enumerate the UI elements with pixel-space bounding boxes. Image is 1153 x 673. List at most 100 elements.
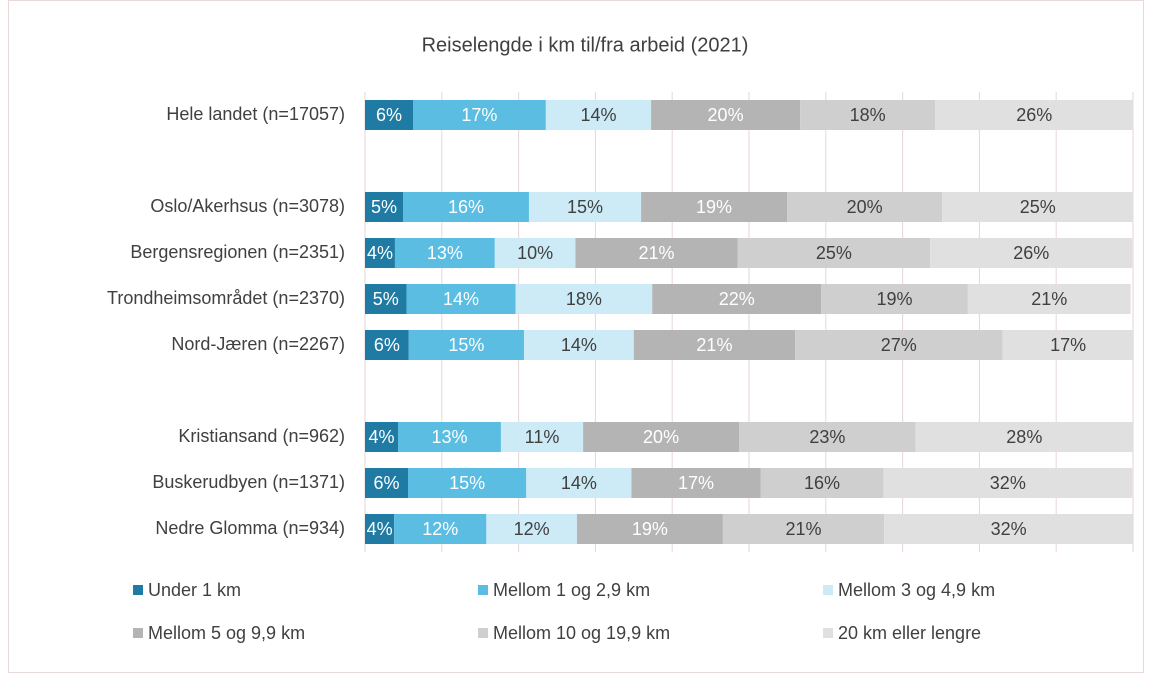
data-label: 4%: [367, 519, 393, 539]
bar-segment: [365, 192, 404, 222]
bar-segment: [365, 284, 407, 314]
y-tick-label: Bergensregionen (n=2351): [130, 242, 345, 262]
data-label: 19%: [632, 519, 668, 539]
legend-swatch: [478, 628, 488, 638]
y-tick-label: Hele landet (n=17057): [166, 104, 345, 124]
data-label: 22%: [719, 289, 755, 309]
data-label: 6%: [373, 473, 399, 493]
data-label: 14%: [580, 105, 616, 125]
legend-swatch: [133, 628, 143, 638]
bar-segment: [406, 284, 516, 314]
data-label: 28%: [1006, 427, 1042, 447]
data-label: 32%: [991, 519, 1027, 539]
data-label: 20%: [847, 197, 883, 217]
bar-segment: [365, 330, 409, 360]
bar-segment: [486, 514, 577, 544]
bar-segment: [365, 238, 395, 268]
data-label: 25%: [1020, 197, 1056, 217]
chart-title: Reiselengde i km til/fra arbeid (2021): [422, 34, 749, 56]
bar-segment: [394, 514, 487, 544]
data-label: 18%: [566, 289, 602, 309]
bar-segment: [523, 330, 634, 360]
bar-segment: [526, 468, 632, 498]
legend-swatch: [823, 585, 833, 595]
bar-segment: [583, 422, 740, 452]
bar-segment: [365, 514, 395, 544]
legend-swatch: [478, 585, 488, 595]
legend-label: Mellom 1 og 2,9 km: [493, 580, 650, 600]
y-tick-label: Oslo/Akerhsus (n=3078): [150, 196, 345, 216]
bar-segment: [365, 422, 399, 452]
bar-segment: [935, 100, 1134, 130]
y-tick-label: Nord-Jæren (n=2267): [171, 334, 345, 354]
bar-segment: [722, 514, 885, 544]
bar-segment: [795, 330, 1003, 360]
data-label: 6%: [376, 105, 402, 125]
data-label: 4%: [369, 427, 395, 447]
bar-segment: [739, 422, 916, 452]
bar-segment: [403, 192, 529, 222]
data-label: 4%: [367, 243, 393, 263]
bar-segment: [528, 192, 642, 222]
data-label: 27%: [881, 335, 917, 355]
data-label: 17%: [1050, 335, 1086, 355]
data-label: 16%: [804, 473, 840, 493]
bar-segment: [787, 192, 943, 222]
y-tick-label: Buskerudbyen (n=1371): [152, 472, 345, 492]
y-tick-label: Nedre Glomma (n=934): [155, 518, 345, 538]
data-label: 15%: [448, 335, 484, 355]
bar-segment: [500, 422, 584, 452]
bar-segment: [413, 100, 546, 130]
data-label: 5%: [373, 289, 399, 309]
data-label: 16%: [448, 197, 484, 217]
bar-segment: [651, 100, 801, 130]
data-label: 14%: [561, 335, 597, 355]
data-label: 21%: [638, 243, 674, 263]
legend-swatch: [823, 628, 833, 638]
data-label: 21%: [786, 519, 822, 539]
data-label: 13%: [427, 243, 463, 263]
bar-segment: [967, 284, 1131, 314]
data-label: 6%: [374, 335, 400, 355]
bar-segment: [365, 468, 409, 498]
y-tick-label: Trondheimsområdet (n=2370): [107, 288, 345, 308]
data-label: 15%: [449, 473, 485, 493]
data-label: 25%: [816, 243, 852, 263]
bar-segment: [800, 100, 936, 130]
bar-segment: [631, 468, 761, 498]
bar-segment: [760, 468, 884, 498]
data-label: 19%: [696, 197, 732, 217]
legend-swatch: [133, 585, 143, 595]
bar-segment: [633, 330, 796, 360]
bar-segment: [883, 468, 1133, 498]
data-label: 20%: [708, 105, 744, 125]
bar-segment: [641, 192, 788, 222]
bar-segment: [398, 422, 501, 452]
legend-label: Under 1 km: [148, 580, 241, 600]
data-label: 17%: [678, 473, 714, 493]
data-label: 13%: [431, 427, 467, 447]
bar-segment: [884, 514, 1133, 544]
bar-segment: [1002, 330, 1134, 360]
data-label: 21%: [696, 335, 732, 355]
bar-segment: [915, 422, 1133, 452]
data-label: 23%: [809, 427, 845, 447]
bar-segment: [545, 100, 652, 130]
legend-label: Mellom 3 og 4,9 km: [838, 580, 995, 600]
data-label: 20%: [643, 427, 679, 447]
data-label: 12%: [514, 519, 550, 539]
data-label: 12%: [422, 519, 458, 539]
data-label: 18%: [850, 105, 886, 125]
data-label: 14%: [443, 289, 479, 309]
data-label: 21%: [1031, 289, 1067, 309]
y-tick-label: Kristiansand (n=962): [178, 426, 345, 446]
data-label: 10%: [517, 243, 553, 263]
bar-segment: [494, 238, 576, 268]
bar-segment: [408, 330, 524, 360]
bar-segment: [575, 238, 738, 268]
data-label: 11%: [525, 427, 560, 447]
data-label: 26%: [1013, 243, 1049, 263]
bar-segment: [408, 468, 527, 498]
bar-segment: [942, 192, 1134, 222]
